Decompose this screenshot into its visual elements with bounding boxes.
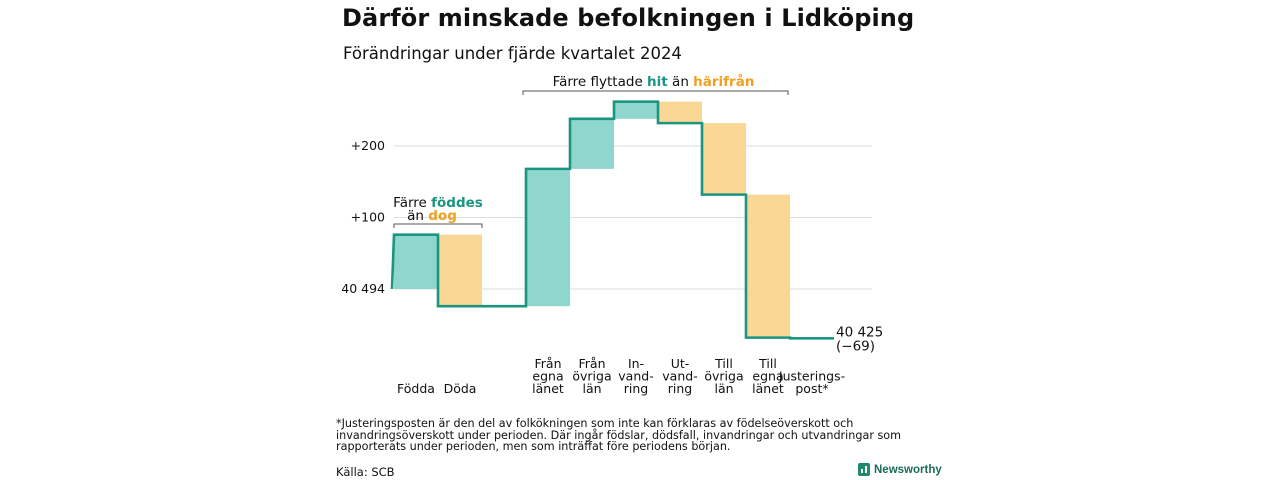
category-label: post* [795,381,828,396]
category-label: Döda [444,381,477,396]
y-tick-label: +100 [351,210,385,225]
inflow-bar [570,118,614,169]
category-label: Ut- [671,356,690,371]
births-annotation-line1: Färre föddes [393,195,483,211]
footnote: *Justeringsposten är den del av folkökni… [336,417,902,453]
category-label: egna [532,369,563,384]
chart-title: Därför minskade befolkningen i Lidköping [342,4,915,32]
inflow-bar [394,234,438,289]
outflow-bar [702,123,746,195]
category-label: län [582,381,601,396]
births-annotation-line2: än dog [407,208,457,224]
y-tick-label: 40 494 [341,281,385,296]
category-label: egna [752,369,783,384]
category-label: län [714,381,733,396]
migration-bracket [522,90,789,95]
category-label: övriga [572,369,611,384]
migration-annotation: Färre flyttade hit än härifrån [553,73,755,90]
category-label: vand- [662,369,697,384]
category-label: Till [714,356,733,371]
category-label: länet [532,381,564,396]
outflow-bar [438,234,482,307]
category-label: ring [624,381,648,396]
category-label: Från [534,356,561,371]
chart-subtitle: Förändringar under fjärde kvartalet 2024 [343,44,682,63]
y-tick-label: +200 [351,138,385,153]
end-value-label: 40 425 [836,324,883,340]
inflow-bar [526,168,570,307]
births-bracket [393,223,483,228]
category-label: länet [752,381,784,396]
source-label: Källa: SCB [336,465,395,479]
category-label: Till [758,356,777,371]
newsworthy-logo-icon [858,463,870,476]
category-label: Födda [397,381,435,396]
end-change-label: (−69) [836,338,875,354]
category-label: övriga [704,369,743,384]
category-label: ring [668,381,692,396]
inflow-bar [614,101,658,119]
category-label: vand- [618,369,653,384]
brand-name: Newsworthy [874,463,942,476]
category-label: Från [578,356,605,371]
outflow-bar [746,194,790,338]
category-label: In- [628,356,644,371]
level-line [390,100,834,340]
category-label: Justerings- [778,369,845,384]
newsworthy-logo: Newsworthy [858,463,942,476]
outflow-bar [658,101,702,124]
